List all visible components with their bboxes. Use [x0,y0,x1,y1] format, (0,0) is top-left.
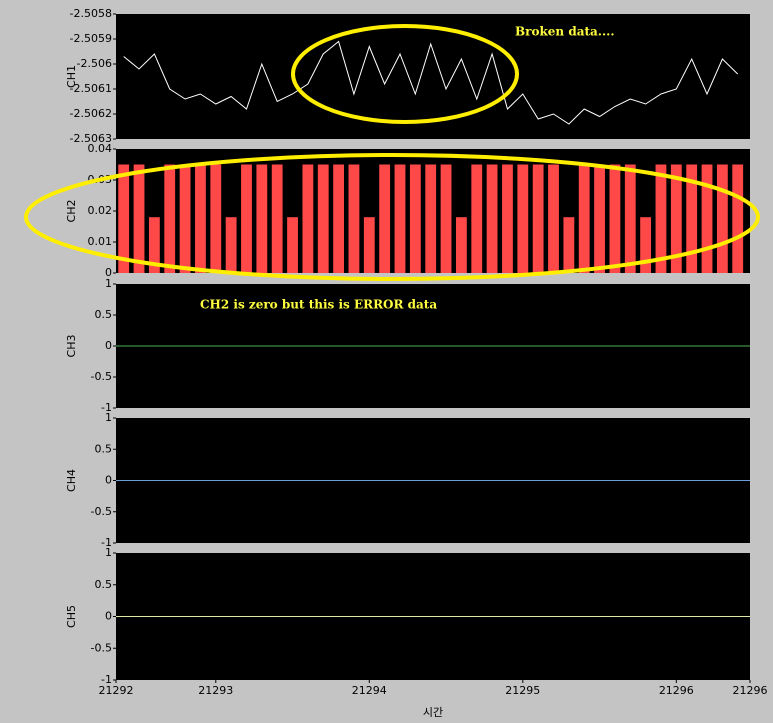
x-tick-label: 21296 [733,684,768,697]
x-tick-label: 21295 [505,684,540,697]
bar [333,164,345,273]
bar [686,164,698,273]
y-tick-label: -2.506 [77,57,112,70]
bar [133,164,145,273]
bar [486,164,498,273]
y-tick-label: 0.5 [95,442,113,455]
y-tick-label: -2.5058 [70,7,112,20]
bar [225,217,237,273]
bar [271,164,283,273]
bar [195,164,206,273]
bar [624,164,636,273]
bar [517,164,529,273]
bar [348,164,360,273]
bar [701,164,713,273]
y-tick-label: 0.04 [88,142,113,155]
y-tick-label: -1 [101,673,112,686]
bar [394,164,406,273]
highlights [24,24,760,281]
bar [548,164,559,273]
y-axis-label: CH4 [65,469,78,492]
bar [732,164,744,273]
y-tick-label: -2.5063 [70,132,112,145]
bar [317,164,329,273]
y-tick-label: 0.5 [95,308,113,321]
annotation: CH2 is zero but this is ERROR data [200,298,437,312]
bar [241,164,252,273]
y-tick-label: 0 [105,266,112,279]
y-tick-label: 0 [105,339,112,352]
y-axis-label: CH1 [65,65,78,88]
bar [302,164,314,273]
charts: CH1 -2.5058 -2.5059 -2.506 -2.5061 -2.5062 -2.… [65,7,768,719]
highlight-ellipse [24,153,760,281]
bar [594,164,605,273]
plot-area [116,14,750,139]
bar [210,164,222,273]
bar [563,217,575,273]
annotation: Broken data.... [515,25,615,39]
bar [148,217,160,273]
bar [609,164,621,273]
highlight-ellipse [291,24,519,124]
y-tick-label: 0 [105,610,112,623]
x-tick-label: 21292 [99,684,134,697]
y-tick-label: 1 [105,411,112,424]
bar [164,164,176,273]
x-tick-label: 21296 [659,684,694,697]
bar [179,164,191,273]
bar [455,217,467,273]
bar [502,164,513,273]
x-tick-label: 21293 [198,684,233,697]
y-tick-label: 0.5 [95,578,113,591]
y-tick-label: 0.01 [88,235,113,248]
bar [440,164,452,273]
bar [471,164,483,273]
y-tick-label: -2.5059 [70,32,112,45]
bar [256,164,268,273]
y-tick-label: -0.5 [91,370,112,383]
bar [287,217,298,273]
bar [670,164,682,273]
x-tick-label: 21294 [352,684,387,697]
bar [379,164,391,273]
y-tick-label: -2.5062 [70,107,112,120]
bar [716,164,728,273]
y-tick-label: -1 [101,536,112,549]
x-axis-label: 시간 [423,706,443,719]
y-tick-label: -0.5 [91,505,112,518]
y-tick-label: -2.5061 [70,82,112,95]
bar [409,164,421,273]
y-tick-label: 1 [105,277,112,290]
series-line [123,40,739,125]
y-tick-label: 0.02 [88,204,113,217]
bar [532,164,544,273]
y-axis-label: CH3 [65,335,78,358]
bar [118,164,130,273]
y-tick-label: -0.5 [91,641,112,654]
bar [425,164,437,273]
y-tick-label: 0 [105,474,112,487]
y-tick-label: -1 [101,401,112,414]
bar [640,217,652,273]
y-axis-label: CH5 [65,605,78,628]
y-tick-label: 1 [105,546,112,559]
bar [655,164,667,273]
bar [578,164,590,273]
y-axis-label: CH2 [65,200,78,223]
bar [363,217,375,273]
